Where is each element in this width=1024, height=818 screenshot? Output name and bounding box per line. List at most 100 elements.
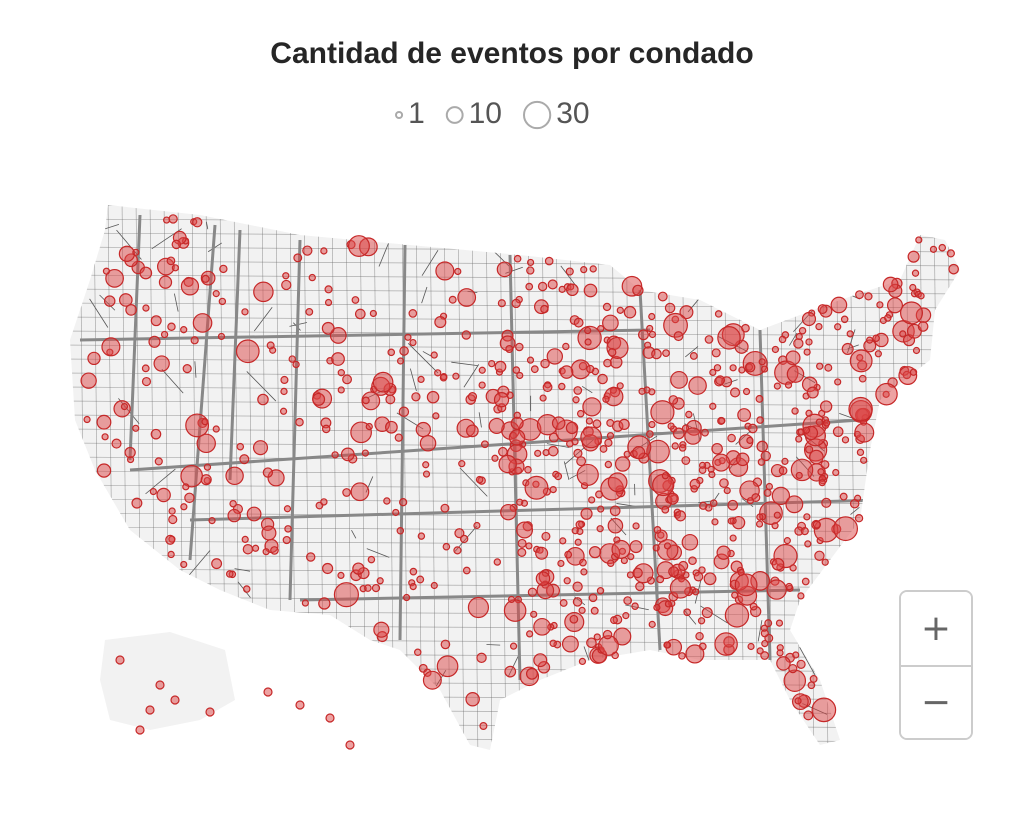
event-dot — [709, 402, 717, 410]
event-dot — [525, 667, 538, 680]
event-dot — [533, 617, 551, 636]
event-dot — [325, 713, 335, 723]
zoom-in[interactable]: + — [901, 592, 971, 665]
event-dot — [442, 542, 451, 551]
county-line — [409, 368, 417, 392]
event-dot — [580, 507, 593, 520]
event-dot — [165, 534, 176, 545]
event-dot — [242, 585, 251, 593]
event-dot — [535, 546, 549, 560]
event-dot — [638, 387, 646, 395]
county-line — [728, 270, 739, 284]
event-dot — [803, 348, 811, 356]
event-dot — [792, 651, 800, 659]
event-dot — [741, 323, 750, 333]
county-line — [207, 242, 222, 253]
event-dot — [282, 272, 290, 280]
event-dot — [516, 498, 524, 506]
event-dot — [886, 297, 903, 314]
event-dot — [422, 670, 442, 690]
event-dot — [190, 336, 199, 345]
event-dot — [385, 394, 396, 405]
event-dot — [369, 309, 377, 318]
event-dot — [534, 449, 542, 457]
event-dot — [452, 372, 460, 380]
event-dot — [284, 525, 292, 533]
event-dot — [747, 423, 758, 434]
event-dot — [801, 311, 817, 327]
event-dot — [756, 647, 764, 655]
county-line — [463, 364, 480, 388]
event-dot — [180, 326, 188, 334]
event-dot — [785, 350, 801, 366]
event-dot — [227, 508, 241, 523]
county-line — [850, 507, 860, 515]
event-dot — [524, 475, 549, 500]
event-dot — [729, 534, 737, 542]
event-dot — [580, 568, 588, 576]
event-dot — [322, 562, 334, 575]
event-dot — [783, 537, 791, 545]
event-dot — [573, 448, 583, 459]
county-line — [70, 688, 71, 707]
event-dot — [915, 236, 923, 244]
event-dot — [293, 253, 303, 263]
event-dot — [148, 335, 161, 348]
event-dot — [102, 267, 111, 275]
event-dot — [622, 612, 630, 620]
event-dot — [585, 417, 593, 425]
event-dot — [744, 362, 756, 373]
event-dot — [461, 330, 471, 340]
event-dot — [684, 427, 702, 445]
zoom-out[interactable]: − — [901, 665, 971, 738]
event-dot — [864, 292, 873, 301]
event-dot — [899, 301, 924, 325]
event-dot — [333, 582, 359, 608]
event-dot — [352, 562, 365, 575]
event-dot — [917, 292, 925, 300]
event-dot — [430, 351, 438, 359]
event-dot — [185, 413, 210, 438]
event-dot — [239, 454, 250, 465]
event-dot — [478, 366, 486, 374]
event-dot — [771, 557, 785, 571]
event-dot — [648, 420, 656, 429]
event-dot — [376, 577, 384, 585]
county-line — [451, 361, 478, 367]
county-line — [666, 676, 687, 695]
county-line — [953, 308, 960, 314]
event-dot — [280, 387, 288, 396]
event-dot — [331, 451, 339, 459]
event-dot — [280, 375, 289, 384]
event-dot — [263, 687, 273, 697]
event-dot — [648, 312, 656, 321]
event-dot — [576, 456, 587, 467]
event-dot — [597, 325, 605, 333]
event-dot — [917, 321, 929, 332]
event-dot — [651, 348, 662, 360]
event-dot — [604, 460, 613, 469]
event-dot — [571, 527, 579, 535]
event-dot — [646, 324, 654, 333]
event-dot — [435, 261, 455, 281]
event-dot — [671, 442, 679, 450]
event-dot — [602, 314, 619, 332]
event-dot — [929, 245, 938, 253]
event-dot — [398, 406, 410, 417]
event-dot — [212, 290, 220, 298]
zoom-control: + − — [899, 590, 973, 740]
event-dot — [279, 407, 288, 415]
event-dot — [132, 424, 140, 432]
event-dot — [371, 583, 381, 593]
event-dot — [135, 725, 145, 735]
event-dot — [409, 338, 417, 347]
event-dot — [559, 537, 567, 545]
event-dot — [396, 527, 405, 535]
event-dot — [182, 364, 192, 374]
event-dot — [685, 410, 693, 419]
event-dot — [246, 506, 262, 522]
event-dot — [789, 564, 797, 572]
event-dot — [731, 591, 739, 599]
event-dot — [632, 567, 643, 579]
event-dot — [689, 352, 698, 360]
